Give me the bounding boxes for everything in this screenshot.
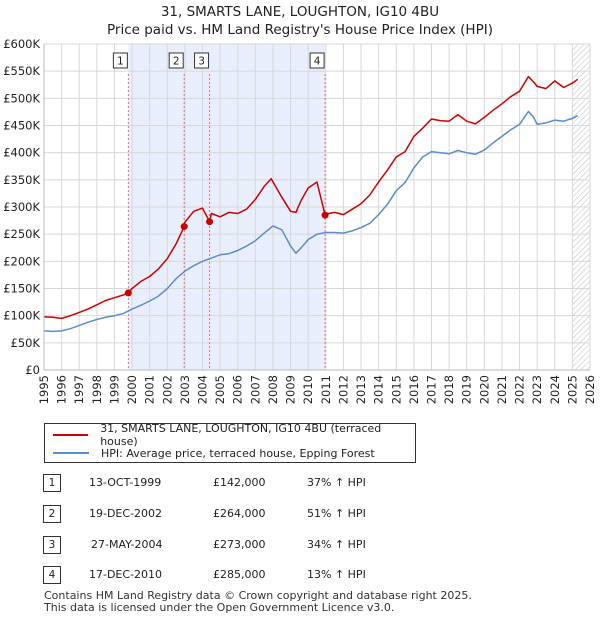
x-tick-label: 2014 xyxy=(372,375,386,404)
x-tick-label: 2015 xyxy=(389,375,403,404)
sale-label-number: 2 xyxy=(173,56,180,68)
y-tick-label: £0 xyxy=(25,363,40,377)
y-tick-label: £550K xyxy=(3,64,40,78)
y-tick-label: £200K xyxy=(3,254,40,268)
x-tick-label: 2017 xyxy=(424,375,438,404)
sale-hpi-diff: 51% ↑ HPI xyxy=(307,507,366,520)
sale-price: £273,000 xyxy=(213,538,266,551)
y-tick-label: £100K xyxy=(3,309,40,323)
property-price-line xyxy=(43,75,579,320)
sale-label-box xyxy=(168,52,184,69)
sale-number-badge: 4 xyxy=(43,566,61,584)
sale-date: 27-MAY-2004 xyxy=(91,538,163,551)
x-tick-label: 1996 xyxy=(55,375,69,404)
table-row: 2 19-DEC-2002 £264,000 51% ↑ HPI xyxy=(43,505,403,523)
hpi-line xyxy=(43,110,579,333)
x-tick-label: 2013 xyxy=(354,375,368,404)
sale-hpi-diff: 34% ↑ HPI xyxy=(307,538,366,551)
x-tick-label: 1999 xyxy=(107,375,121,404)
sale-number-badge: 2 xyxy=(43,505,61,523)
table-row: 1 13-OCT-1999 £142,000 37% ↑ HPI xyxy=(43,474,403,492)
x-tick-label: 2023 xyxy=(530,375,544,404)
x-tick-label: 1995 xyxy=(37,375,51,404)
sale-price: £285,000 xyxy=(213,568,266,581)
legend-label-hpi: HPI: Average price, terraced house, Eppi… xyxy=(101,446,375,460)
y-tick-label: £250K xyxy=(3,227,40,241)
x-tick-label: 2005 xyxy=(213,375,227,404)
price-chart: 1 2 3 4 £0 £50K £100K £150K £200K £250K £300K £350… xyxy=(3,37,597,404)
sale-hpi-diff: 37% ↑ HPI xyxy=(307,476,366,489)
sale-point xyxy=(321,211,329,219)
legend: 31, SMARTS LANE, LOUGHTON, IG10 4BU (ter… xyxy=(44,422,416,463)
legend-swatch-property xyxy=(53,434,89,436)
sale-label-number: 1 xyxy=(117,56,124,68)
sale-label-box xyxy=(309,52,325,69)
chart-subtitle: Price paid vs. HM Land Registry's House … xyxy=(107,22,493,38)
y-tick-label: £150K xyxy=(3,282,40,296)
x-tick-label: 1998 xyxy=(90,375,104,404)
x-tick-label: 2006 xyxy=(231,375,245,404)
x-tick-label: 2025 xyxy=(565,375,579,404)
x-tick-label: 2004 xyxy=(196,375,210,404)
y-tick-label: £50K xyxy=(11,336,41,350)
footer-copyright: Contains HM Land Registry data © Crown c… xyxy=(44,589,472,602)
x-tick-label: 2002 xyxy=(160,375,174,404)
sale-label-number: 4 xyxy=(314,56,321,68)
x-tick-label: 2009 xyxy=(284,375,298,404)
sale-price: £142,000 xyxy=(213,476,266,489)
sale-point xyxy=(124,289,132,297)
x-tick-label: 2019 xyxy=(460,375,474,404)
x-tick-label: 2018 xyxy=(442,375,456,404)
x-tick-label: 2026 xyxy=(583,375,597,404)
x-tick-label: 2012 xyxy=(336,375,350,404)
sale-date: 17-DEC-2010 xyxy=(89,568,163,581)
sale-number-badge: 1 xyxy=(43,474,61,492)
chart-title-block: 31, SMARTS LANE, LOUGHTON, IG10 4BU Pric… xyxy=(0,3,600,39)
x-tick-label: 2008 xyxy=(266,375,280,404)
x-tick-label: 2000 xyxy=(125,375,139,404)
sale-label-box xyxy=(112,52,128,69)
sale-number-badge: 3 xyxy=(43,536,61,554)
sale-price: £264,000 xyxy=(213,507,266,520)
x-tick-label: 2011 xyxy=(319,375,333,404)
sale-hpi-diff: 13% ↑ HPI xyxy=(307,568,366,581)
y-tick-label: £500K xyxy=(3,91,40,105)
sale-point xyxy=(206,218,214,226)
y-tick-label: £400K xyxy=(3,146,40,160)
x-tick-label: 2020 xyxy=(477,375,491,404)
legend-label-property: 31, SMARTS LANE, LOUGHTON, IG10 4BU (ter… xyxy=(100,422,382,448)
chart-title: 31, SMARTS LANE, LOUGHTON, IG10 4BU xyxy=(160,4,440,20)
sale-label-number: 3 xyxy=(198,56,205,68)
y-tick-label: £450K xyxy=(3,119,40,133)
legend-item-hpi: HPI: Average price, terraced house, Eppi… xyxy=(53,445,375,461)
x-tick-label: 1997 xyxy=(72,375,86,404)
footer: Contains HM Land Registry data © Crown c… xyxy=(44,590,472,614)
x-tick-label: 2024 xyxy=(548,375,562,404)
x-tick-label: 2016 xyxy=(407,375,421,404)
x-tick-label: 2007 xyxy=(248,375,262,404)
y-tick-label: £600K xyxy=(3,37,40,51)
sale-label-box xyxy=(194,52,210,69)
x-tick-label: 2010 xyxy=(301,375,315,404)
sale-date: 19-DEC-2002 xyxy=(89,507,163,520)
footer-license: This data is licensed under the Open Gov… xyxy=(44,601,395,614)
table-row: 4 17-DEC-2010 £285,000 13% ↑ HPI xyxy=(43,566,403,584)
legend-item-property: 31, SMARTS LANE, LOUGHTON, IG10 4BU (ter… xyxy=(53,422,415,448)
y-tick-label: £350K xyxy=(3,173,40,187)
x-tick-label: 2003 xyxy=(178,375,192,404)
sale-point xyxy=(180,223,188,231)
sale-date: 13-OCT-1999 xyxy=(89,476,162,489)
y-tick-label: £300K xyxy=(3,200,40,214)
table-row: 3 27-MAY-2004 £273,000 34% ↑ HPI xyxy=(43,536,403,554)
x-tick-label: 2001 xyxy=(143,375,157,404)
legend-swatch-hpi xyxy=(53,452,89,454)
x-tick-label: 2021 xyxy=(495,375,509,404)
x-tick-label: 2022 xyxy=(513,375,527,404)
